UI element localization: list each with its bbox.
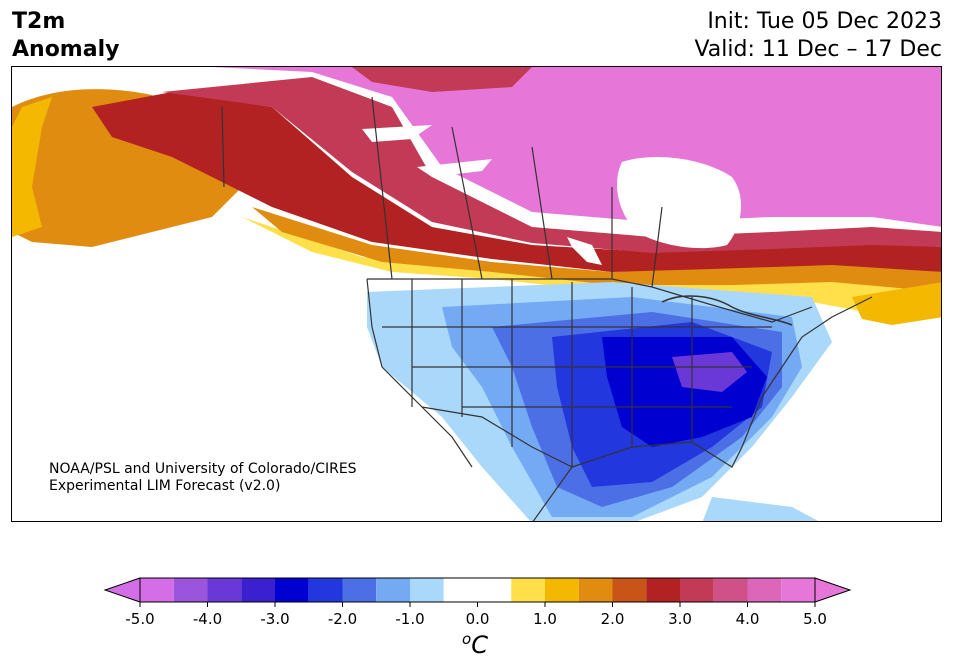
alaska-yellow-edge xyxy=(12,97,52,237)
cold-anomaly-fill xyxy=(367,282,832,521)
alaska-border xyxy=(221,106,225,188)
northeast-orange xyxy=(852,282,941,325)
colorbar-segment xyxy=(713,578,748,602)
lake-great-bear xyxy=(362,125,432,142)
colorbar-segment xyxy=(275,578,309,602)
colorbar-segment xyxy=(308,578,343,602)
colorbar-segment xyxy=(410,578,444,602)
colorbar-segment xyxy=(646,578,680,602)
credit-line-2: Experimental LIM Forecast (v2.0) xyxy=(49,478,281,494)
canada-orange-band xyxy=(252,207,941,292)
colorbar-segment xyxy=(680,578,714,602)
colorbar-segment xyxy=(207,578,242,602)
colorbar-tick-label: -5.0 xyxy=(125,610,154,628)
canada-red-band xyxy=(92,92,941,272)
atlantic-coast xyxy=(741,296,873,448)
colorbar-tick-label: 5.0 xyxy=(803,610,827,628)
lake-winnipeg xyxy=(567,237,602,265)
unit-degree: o xyxy=(462,630,472,648)
init-date: Init: Tue 05 Dec 2023 xyxy=(707,9,942,34)
mexico-border xyxy=(421,406,573,468)
us-west-coast xyxy=(366,278,473,468)
canada-magenta-core xyxy=(212,67,941,227)
cuba-light-blue xyxy=(702,497,819,521)
forecast-credit: NOAA/PSL and University of Colorado/CIRE… xyxy=(49,461,357,495)
colorbar-segment xyxy=(578,578,613,602)
colorbar-segment xyxy=(545,578,579,602)
map-title: T2m Anomaly xyxy=(12,8,119,64)
colorbar-tick-label: 2.0 xyxy=(601,610,625,628)
colorbar-segment xyxy=(140,578,174,602)
hudson-bay-water xyxy=(617,157,742,249)
forecast-dates: Init: Tue 05 Dec 2023 Valid: 11 Dec – 17… xyxy=(694,8,942,64)
colorbar-tick-label: 4.0 xyxy=(736,610,760,628)
us-purple-core xyxy=(672,352,747,392)
canadian-provinces xyxy=(371,96,663,288)
colorbar-segment xyxy=(511,578,545,602)
borders xyxy=(221,96,873,521)
title-line-1: T2m xyxy=(12,9,66,34)
colorbar-tick-label: -4.0 xyxy=(193,610,222,628)
gulf-coast xyxy=(532,441,743,521)
great-lakes xyxy=(661,295,793,326)
colorbar-tick-label: -1.0 xyxy=(395,610,424,628)
colorbar-segment xyxy=(342,578,377,602)
lake-great-slave xyxy=(417,159,492,177)
colorbar-min-extension xyxy=(103,577,141,603)
colorbar-units: oC xyxy=(462,630,488,659)
colorbar-segment xyxy=(612,578,647,602)
anomaly-map xyxy=(11,66,942,522)
colorbar: -5.0 -4.0 -3.0 -2.0 -1.0 0.0 1.0 2.0 3.0 4.0 5.0 xyxy=(103,577,852,628)
unit-label: C xyxy=(471,631,488,659)
colorbar-segment xyxy=(241,578,275,602)
credit-line-1: NOAA/PSL and University of Colorado/CIRE… xyxy=(49,461,357,477)
colorbar-segment xyxy=(781,578,815,602)
map-canvas xyxy=(12,67,941,521)
colorbar-ticks: -5.0 -4.0 -3.0 -2.0 -1.0 0.0 1.0 2.0 3.0 4.0 5.0 xyxy=(125,602,827,628)
colorbar-segments xyxy=(103,577,852,603)
us-states xyxy=(382,279,772,467)
colorbar-tick-label: 1.0 xyxy=(533,610,557,628)
colorbar-tick-label: 3.0 xyxy=(668,610,692,628)
arctic-red-top xyxy=(352,67,532,92)
warm-anomaly-fill xyxy=(12,67,941,325)
valid-dates: Valid: 11 Dec – 17 Dec xyxy=(694,37,942,62)
colorbar-tick-label: 0.0 xyxy=(466,610,490,628)
colorbar-max-extension xyxy=(814,577,852,603)
colorbar-segment xyxy=(747,578,782,602)
colorbar-tick-label: -2.0 xyxy=(328,610,357,628)
colorbar-segment xyxy=(376,578,410,602)
title-line-2: Anomaly xyxy=(12,37,120,62)
colorbar-segment xyxy=(443,578,512,602)
colorbar-tick-label: -3.0 xyxy=(260,610,289,628)
canada-rose-band xyxy=(162,77,941,253)
canada-yellow-band xyxy=(242,217,941,317)
colorbar-segment xyxy=(173,578,208,602)
